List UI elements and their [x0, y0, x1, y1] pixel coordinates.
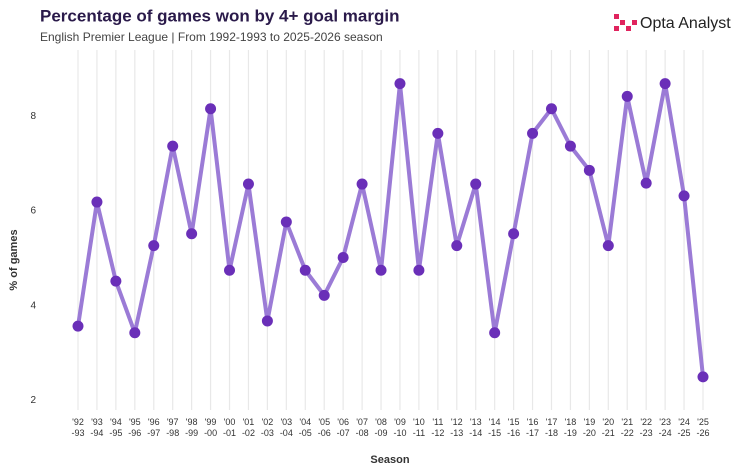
marker — [527, 127, 539, 139]
brand-name: Opta Analyst — [640, 15, 731, 32]
marker — [659, 78, 671, 90]
marker — [697, 371, 709, 383]
x-tick-label: '94 -95 — [109, 417, 122, 438]
x-tick-label: '25 -26 — [696, 417, 709, 438]
marker — [318, 289, 330, 301]
marker — [394, 78, 406, 90]
marker — [110, 275, 122, 287]
marker — [413, 264, 425, 276]
marker — [261, 315, 273, 327]
y-axis-label: % of games — [8, 229, 20, 290]
x-tick-label: '12 -13 — [450, 417, 463, 438]
x-tick-label: '20 -21 — [602, 417, 615, 438]
marker — [280, 216, 292, 228]
marker — [299, 264, 311, 276]
marker — [678, 190, 690, 202]
y-tick-label: 4 — [30, 300, 36, 311]
x-tick-label: '03 -04 — [280, 417, 293, 438]
x-tick-label: '19 -20 — [583, 417, 596, 438]
x-tick-label: '02 -03 — [261, 417, 274, 438]
marker — [545, 103, 557, 115]
marker — [489, 327, 501, 339]
chart-subtitle: English Premier League | From 1992-1993 … — [40, 30, 383, 44]
chart-title: Percentage of games won by 4+ goal margi… — [40, 6, 399, 25]
marker — [242, 178, 254, 190]
x-tick-label: '08 -09 — [375, 417, 388, 438]
marker — [224, 264, 236, 276]
x-tick-label: '14 -15 — [488, 417, 501, 438]
marker — [470, 178, 482, 190]
marker — [432, 127, 444, 139]
marker — [356, 178, 368, 190]
marker — [583, 164, 595, 176]
y-tick-label: 6 — [30, 206, 36, 217]
x-tick-label: '15 -16 — [507, 417, 520, 438]
marker — [564, 140, 576, 152]
x-tick-label: '97 -98 — [166, 417, 179, 438]
y-tick-label: 8 — [30, 111, 36, 122]
x-tick-label: '11 -12 — [431, 417, 444, 438]
x-tick-label: '93 -94 — [90, 417, 103, 438]
marker — [640, 177, 652, 189]
x-tick-label: '10 -11 — [413, 417, 425, 438]
x-tick-label: '04 -05 — [299, 417, 312, 438]
x-tick-label: '95 -96 — [128, 417, 141, 438]
marker — [72, 320, 84, 332]
x-tick-label: '96 -97 — [147, 417, 160, 438]
x-tick-label: '01 -02 — [242, 417, 255, 438]
x-tick-label: '98 -99 — [185, 417, 198, 438]
x-tick-label: '99 -00 — [204, 417, 217, 438]
marker — [129, 327, 141, 339]
x-tick-label: '23 -24 — [659, 417, 672, 438]
x-tick-label: '21 -22 — [621, 417, 634, 438]
marker — [148, 240, 160, 252]
x-tick-label: '17 -18 — [545, 417, 558, 438]
x-tick-label: '06 -07 — [337, 417, 350, 438]
x-tick-label: '05 -06 — [318, 417, 331, 438]
x-tick-label: '18 -19 — [564, 417, 577, 438]
marker — [337, 251, 349, 263]
x-tick-label: '00 -01 — [223, 417, 236, 438]
x-tick-label: '13 -14 — [469, 417, 482, 438]
line — [76, 81, 705, 378]
marker — [167, 140, 179, 152]
x-tick-label: '22 -23 — [640, 417, 653, 438]
x-tick-label: '09 -10 — [393, 417, 406, 438]
x-tick-label: '24 -25 — [678, 417, 691, 438]
y-tick-label: 2 — [30, 395, 36, 406]
x-tick-label: '07 -08 — [356, 417, 369, 438]
brand-logo — [614, 14, 637, 31]
marker — [375, 264, 387, 276]
x-tick-label: '16 -17 — [526, 417, 539, 438]
marker — [508, 228, 520, 240]
marker — [621, 90, 633, 102]
x-tick-label: '92 -93 — [71, 417, 84, 438]
x-axis-label: Season — [370, 454, 409, 466]
marker — [91, 196, 103, 208]
marker — [451, 240, 463, 252]
marker — [602, 240, 614, 252]
marker — [205, 103, 217, 115]
marker — [186, 228, 198, 240]
